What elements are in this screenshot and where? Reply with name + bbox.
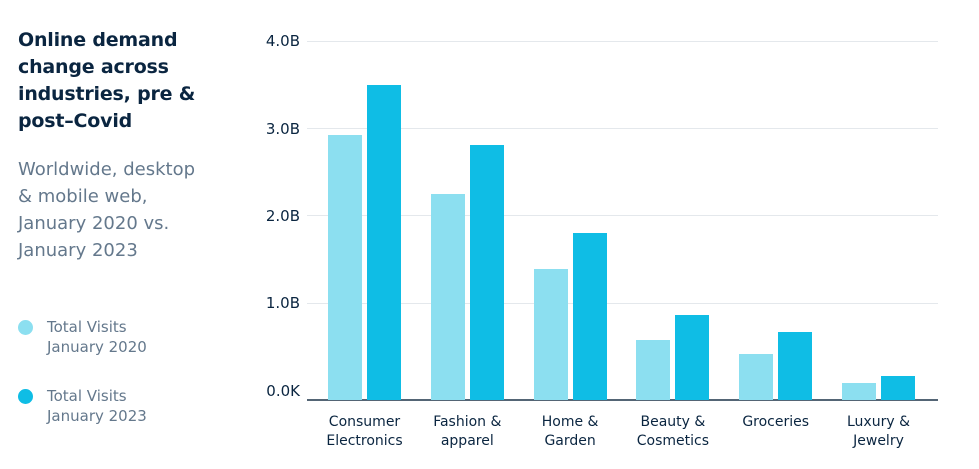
bar-home-garden-2023 bbox=[572, 233, 607, 400]
legend-item-2023: Total Visits January 2023 bbox=[18, 386, 147, 426]
bar-consumer-electronics-2023 bbox=[367, 84, 401, 400]
bar-beauty-cosmetics-2023 bbox=[675, 315, 710, 400]
gridline-3-0b bbox=[307, 128, 938, 129]
bar-groceries-2020 bbox=[739, 353, 774, 400]
bar-consumer-electronics-2020 bbox=[328, 135, 362, 400]
category-label-beauty-cosmetics: Beauty & Cosmetics bbox=[636, 414, 710, 449]
bar-luxury-jewelry-2020 bbox=[842, 382, 876, 400]
bar-luxury-jewelry-2023 bbox=[881, 375, 915, 400]
gridline-4-0b bbox=[307, 40, 938, 42]
bar-groceries-2023 bbox=[778, 331, 813, 400]
category-label-consumer-electronics: Consumer Electronics bbox=[326, 414, 403, 449]
category-label-groceries: Groceries bbox=[742, 414, 810, 430]
chart-subtitle: Worldwide, desktop & mobile web, January… bbox=[18, 159, 196, 261]
x-axis-line bbox=[307, 399, 938, 401]
legend-dot-2023-icon bbox=[18, 389, 33, 404]
y-tick-label-3-0b: 3.0B bbox=[265, 119, 300, 138]
legend-label-2020: Total Visits January 2020 bbox=[47, 318, 147, 356]
y-tick-label-2-0b: 2.0B bbox=[265, 206, 300, 225]
y-tick-label-4-0b: 4.0B bbox=[265, 32, 300, 51]
gridline-2-0b bbox=[307, 215, 938, 217]
category-label-home-garden: Home & Garden bbox=[541, 414, 599, 449]
gridline-1-0b bbox=[307, 302, 938, 304]
category-label-luxury-jewelry: Luxury & Jewelry bbox=[847, 414, 910, 449]
legend-label-2023: Total Visits January 2023 bbox=[47, 387, 147, 425]
chart-title: Online demand change across industries, … bbox=[18, 29, 196, 132]
category-label-fashion-apparel: Fashion & apparel bbox=[433, 414, 502, 449]
bar-beauty-cosmetics-2020 bbox=[636, 339, 671, 400]
bar-fashion-apparel-2023 bbox=[469, 145, 504, 400]
legend-item-2020: Total Visits January 2020 bbox=[18, 317, 147, 357]
y-tick-label-0-0k: 0.0K bbox=[266, 381, 300, 400]
bar-fashion-apparel-2020 bbox=[430, 194, 465, 400]
y-tick-label-1-0b: 1.0B bbox=[265, 294, 300, 313]
legend-dot-2020-icon bbox=[18, 320, 33, 335]
bar-home-garden-2020 bbox=[533, 269, 568, 400]
